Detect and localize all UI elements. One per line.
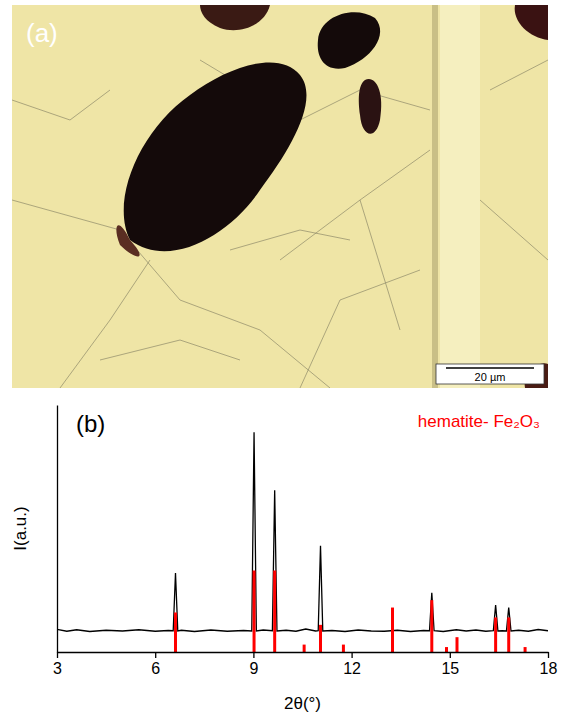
light-band [440,5,480,388]
dark-band [432,5,438,388]
dark-inclusion [200,5,270,30]
x-tick: 6 [151,652,160,677]
crack [490,60,548,90]
x-tick-label: 9 [249,660,258,677]
x-axis: 3 6 9 12 15 18 [53,652,557,677]
x-tick: 3 [53,652,62,677]
reference-stick [319,625,322,652]
scale-bar-box [436,364,544,384]
reference-stick [445,647,448,652]
y-axis [57,406,58,653]
x-axis-line [58,652,549,653]
x-tick: 9 [249,652,258,677]
y-axis-title: I(a.u.) [11,506,30,550]
dark-inclusion [318,12,380,68]
plot-marks [57,432,548,652]
reference-stick [303,645,306,652]
crack [100,340,240,360]
x-tick-mark [450,652,451,658]
x-tick-mark [57,652,58,658]
reference-stick [524,647,527,652]
reference-stick [273,570,276,652]
x-axis-title: 2θ(°) [284,694,321,713]
dark-inclusion [124,62,307,251]
crack [230,230,350,250]
pattern-line [57,432,548,631]
legend-entry: hematite- Fe₂O₃ [418,412,540,431]
x-tick-label: 6 [151,660,160,677]
y-axis-line [57,406,58,653]
reference-stick [456,637,459,652]
x-tick-label: 18 [540,660,558,677]
x-tick-mark [253,652,254,658]
panel-label: (b) [76,410,105,437]
x-tick-mark [548,652,549,658]
x-tick: 15 [441,652,459,677]
x-tick-label: 12 [343,660,361,677]
dark-inclusion [515,5,548,40]
crack [12,90,110,120]
x-tick: 12 [343,652,361,677]
scale-bar: 20 µm [436,364,544,384]
scale-bar-label: 20 µm [475,371,506,383]
dark-inclusion [359,79,381,134]
reference-stick [391,608,394,652]
dark-inclusion-rim [116,225,139,256]
crack [300,270,420,388]
micrograph-ground [12,5,548,388]
crack [480,200,548,260]
x-tick-label: 15 [441,660,459,677]
reference-stick [174,612,177,652]
micrograph-panel: (a) 20 µm [12,5,548,388]
panel-label: (a) [26,18,58,48]
scale-bar-line [446,367,534,369]
x-tick-mark [351,652,352,658]
crack [60,260,150,388]
reference-stick [253,570,256,652]
reference-stick [430,600,433,652]
x-tick-label: 3 [53,660,62,677]
xrd-panel: 3 6 9 12 15 18 2θ(°) I(a.u.) (b) hematite- Fe₂O₃ [11,406,558,714]
reference-stick [507,617,510,652]
crack [360,200,400,330]
reference-stick [494,617,497,652]
crack [280,150,430,260]
reference-stick [342,645,345,652]
x-tick: 18 [540,652,558,677]
figure: (a) 20 µm 3 6 9 12 15 18 2θ(°) I(a.u.) (b) hematite… [0,0,566,721]
micrograph [12,5,548,388]
x-tick-mark [155,652,156,658]
